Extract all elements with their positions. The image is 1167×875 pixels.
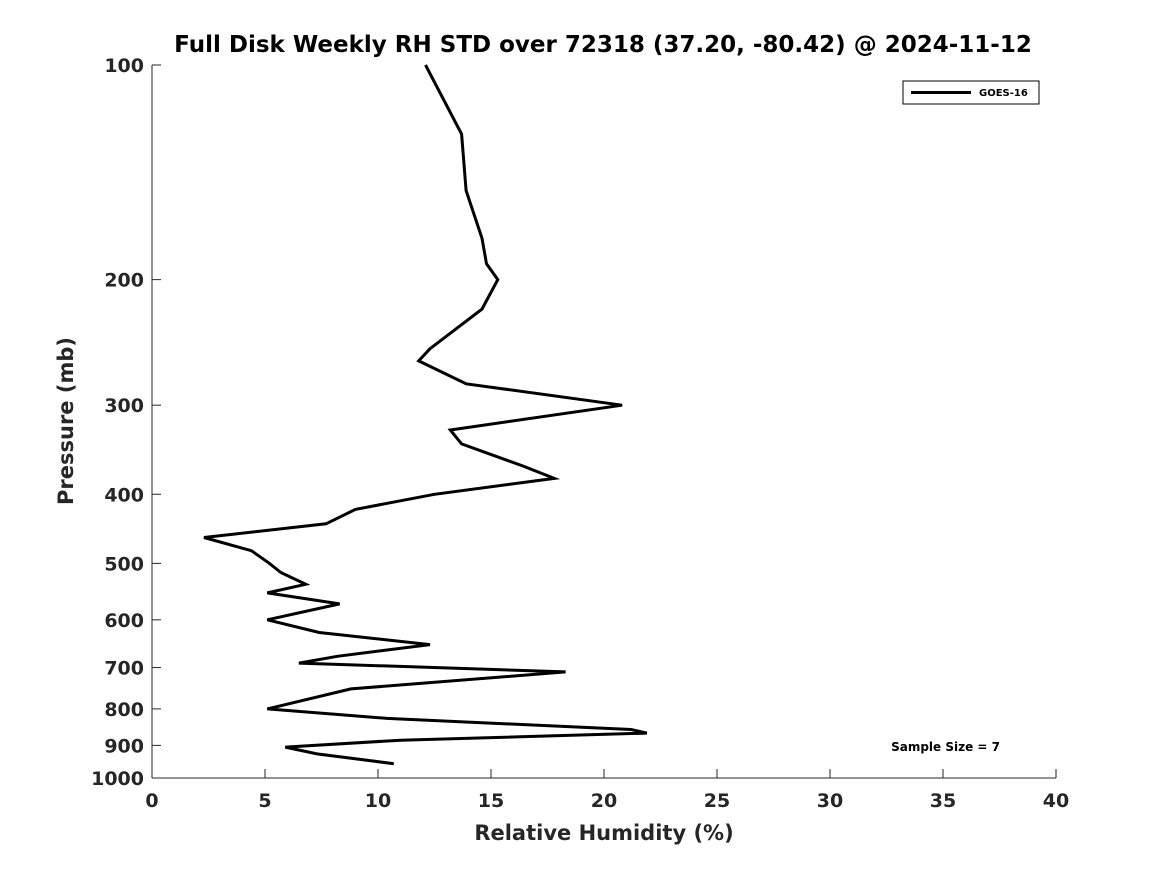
x-tick-label: 10 bbox=[365, 790, 391, 812]
y-tick-label: 300 bbox=[104, 395, 144, 417]
y-tick-label: 700 bbox=[104, 658, 144, 680]
x-tick-label: 5 bbox=[258, 790, 271, 812]
legend: GOES-16 bbox=[902, 80, 1040, 105]
axes: 0 5 10 15 20 25 30 35 40 100 200 300 400 500 600 700 800… bbox=[91, 55, 1069, 812]
y-axis-label: Pressure (mb) bbox=[54, 337, 78, 505]
y-tick-label: 900 bbox=[104, 735, 144, 757]
chart-title: Full Disk Weekly RH STD over 72318 (37.2… bbox=[174, 32, 1032, 58]
x-axis-label: Relative Humidity (%) bbox=[474, 821, 733, 845]
series-layer bbox=[203, 64, 648, 766]
x-tick-label: 15 bbox=[478, 790, 504, 812]
series-line-0 bbox=[203, 64, 648, 766]
x-tick-label: 30 bbox=[817, 790, 843, 812]
sample-size-annotation: Sample Size = 7 bbox=[891, 740, 1000, 754]
y-tick-label: 800 bbox=[104, 699, 144, 721]
x-tick-label: 25 bbox=[704, 790, 730, 812]
y-tick-label: 1000 bbox=[91, 768, 144, 790]
y-tick-label: 400 bbox=[104, 484, 144, 506]
y-tick-label: 200 bbox=[104, 270, 144, 292]
legend-label: GOES-16 bbox=[979, 88, 1028, 99]
x-tick-label: 35 bbox=[930, 790, 956, 812]
x-tick-label: 0 bbox=[145, 790, 158, 812]
x-tick-label: 40 bbox=[1043, 790, 1069, 812]
y-tick-label: 100 bbox=[104, 55, 144, 77]
y-tick-label: 500 bbox=[104, 553, 144, 575]
x-tick-label: 20 bbox=[591, 790, 617, 812]
y-tick-label: 600 bbox=[104, 610, 144, 632]
